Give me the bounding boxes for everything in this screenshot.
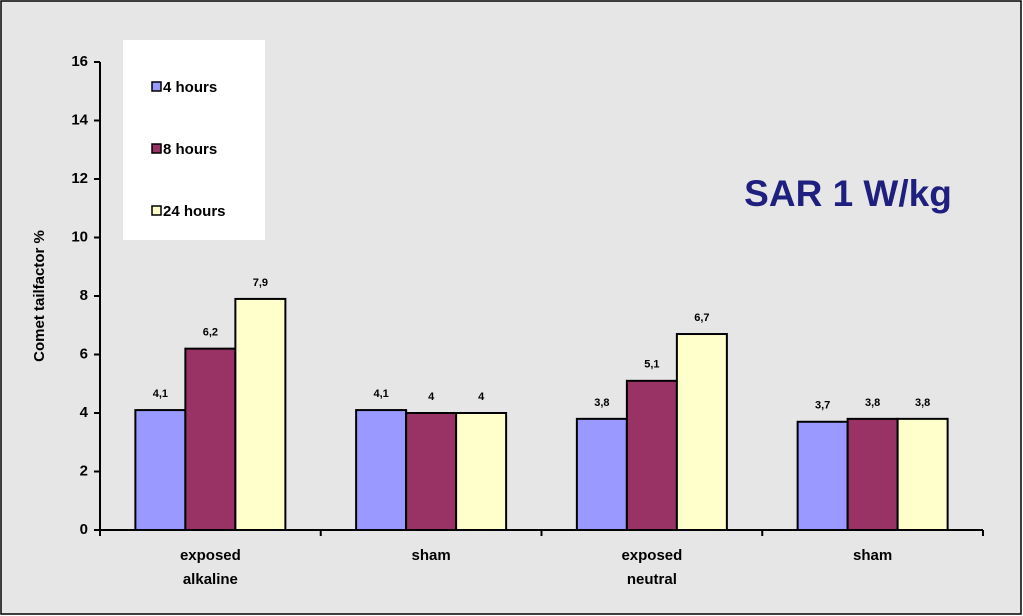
- value-label: 3,8: [915, 397, 930, 409]
- bar: [234, 297, 287, 531]
- legend-label: 24 hours: [163, 203, 226, 220]
- legend-swatch: [151, 205, 162, 216]
- bar: [134, 409, 187, 532]
- x-tick-label: sham: [853, 547, 892, 564]
- x-tick-label: exposed alkaline: [180, 547, 241, 588]
- y-axis-title: Comet tailfactor %: [31, 230, 48, 362]
- x-tick-label-line: sham: [853, 547, 892, 564]
- bar: [625, 379, 678, 532]
- y-tick-label: 10: [71, 228, 88, 245]
- value-label: 3,7: [815, 400, 830, 412]
- legend-label: 8 hours: [163, 141, 217, 158]
- value-label: 7,9: [253, 277, 268, 289]
- bar: [796, 420, 849, 531]
- value-label: 4: [478, 391, 485, 403]
- bar: [675, 333, 728, 531]
- bar: [355, 409, 408, 532]
- legend-box: [123, 40, 265, 240]
- y-tick-label: 8: [80, 287, 88, 304]
- legend-swatch: [151, 81, 162, 92]
- bar: [575, 417, 628, 532]
- bar: [846, 417, 899, 532]
- value-label: 6,2: [203, 327, 218, 339]
- x-tick-label: sham: [412, 547, 451, 564]
- y-tick-label: 16: [71, 53, 88, 70]
- legend-swatch: [151, 143, 162, 154]
- bar: [455, 412, 508, 531]
- y-tick-label: 4: [80, 404, 89, 421]
- x-tick-label-line: exposed: [621, 547, 682, 564]
- value-label: 4,1: [373, 388, 388, 400]
- y-tick-label: 2: [80, 462, 88, 479]
- legend-label: 4 hours: [163, 79, 217, 96]
- value-label: 5,1: [644, 359, 659, 371]
- y-tick-label: 0: [80, 521, 88, 538]
- annotation: SAR 1 W/kg: [744, 173, 952, 214]
- value-label: 4: [428, 391, 435, 403]
- x-tick-label-line: alkaline: [183, 571, 238, 588]
- bar: [184, 347, 237, 531]
- bar: [896, 417, 949, 532]
- value-label: 6,7: [694, 312, 709, 324]
- value-label: 3,8: [865, 397, 880, 409]
- x-tick-label-line: neutral: [627, 571, 677, 588]
- x-tick-label-line: sham: [412, 547, 451, 564]
- bar: [405, 412, 458, 531]
- value-label: 3,8: [594, 397, 609, 409]
- value-label: 4,1: [153, 388, 168, 400]
- y-tick-label: 14: [71, 111, 88, 128]
- x-tick-label: exposed neutral: [621, 547, 682, 588]
- y-tick-label: 12: [71, 170, 88, 187]
- x-tick-label-line: exposed: [180, 547, 241, 564]
- y-tick-label: 6: [80, 345, 88, 362]
